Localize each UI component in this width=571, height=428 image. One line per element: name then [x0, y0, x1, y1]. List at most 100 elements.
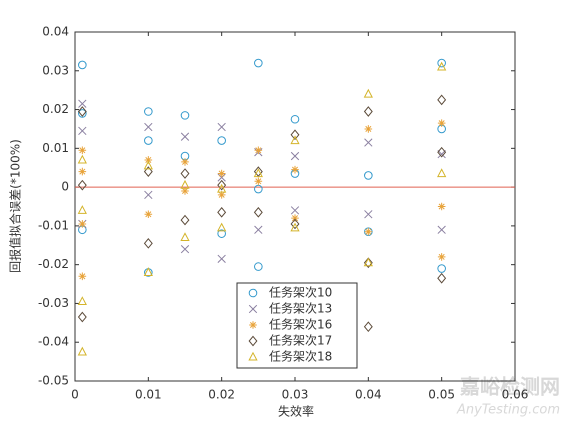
- scatter-point: [78, 146, 87, 155]
- scatter-point: [181, 187, 189, 195]
- scatter-point: [254, 146, 263, 155]
- legend-marker: [248, 304, 258, 314]
- scatter-point: [291, 165, 299, 174]
- legend-label: 任务架次13: [269, 301, 332, 316]
- scatter-point: [78, 126, 87, 136]
- scatter-point: [77, 179, 87, 191]
- scatter-point: [437, 253, 446, 261]
- y-tick-label: 0.01: [42, 141, 69, 155]
- legend-marker: [249, 321, 257, 329]
- scatter-point: [437, 272, 447, 284]
- scatter-point: [180, 179, 190, 189]
- scatter-point: [217, 191, 226, 199]
- scatter-point: [364, 125, 373, 133]
- scatter-point: [290, 222, 300, 232]
- x-tick-label: 0.02: [208, 388, 235, 402]
- scatter-point: [217, 183, 227, 193]
- scatter-point: [254, 184, 263, 194]
- y-tick-label: 0.04: [42, 25, 69, 39]
- scatter-point: [77, 106, 87, 117]
- watermark: AnyTesting.com: [456, 403, 560, 418]
- y-tick-label: 0.03: [42, 63, 69, 77]
- legend-marker: [248, 351, 258, 361]
- scatter-point: [78, 220, 87, 228]
- scatter-point: [437, 225, 446, 234]
- scatter-point: [78, 60, 87, 70]
- scatter-point: [291, 214, 299, 222]
- scatter-point: [217, 179, 227, 191]
- scatter-point: [78, 272, 87, 281]
- scatter-point: [143, 166, 153, 177]
- scatter-point: [217, 206, 227, 218]
- scatter-point: [290, 169, 300, 178]
- scatter-point: [77, 154, 87, 164]
- watermark: 嘉峪检测网: [459, 375, 560, 399]
- scatter-point: [180, 132, 190, 141]
- scatter-point: [363, 88, 373, 98]
- scatter-point: [290, 129, 300, 141]
- scatter-point: [437, 202, 446, 211]
- scatter-point: [144, 190, 153, 200]
- scatter-point: [143, 267, 153, 276]
- scatter-point: [253, 206, 263, 218]
- scatter-point: [254, 58, 263, 68]
- scatter-point: [144, 210, 153, 219]
- scatter-point: [180, 245, 190, 254]
- scatter-point: [363, 106, 373, 117]
- scatter-point: [77, 346, 87, 356]
- y-tick-label: 0.02: [42, 102, 69, 116]
- legend-label: 任务架次18: [269, 349, 332, 364]
- x-tick-label: 0.01: [135, 388, 162, 402]
- scatter-point: [290, 114, 300, 124]
- scatter-point: [78, 99, 87, 108]
- scatter-point: [77, 311, 87, 323]
- scatter-point: [78, 109, 87, 118]
- x-tick-label: 0: [71, 388, 79, 402]
- y-tick-label: -0.05: [38, 374, 69, 388]
- scatter-point: [217, 169, 226, 178]
- y-tick-label: -0.02: [38, 257, 69, 271]
- scatter-point: [143, 237, 153, 249]
- scatter-point: [437, 264, 446, 273]
- scatter-point: [143, 160, 153, 170]
- scatter-point: [144, 107, 153, 116]
- scatter-point: [290, 151, 300, 161]
- y-tick-label: 0: [61, 180, 69, 194]
- scatter-point: [254, 177, 263, 186]
- scatter-point: [180, 214, 190, 226]
- scatter-point: [254, 262, 263, 271]
- scatter-point: [254, 225, 263, 234]
- scatter-point: [144, 122, 153, 132]
- scatter-point: [217, 122, 226, 132]
- scatter-point: [437, 94, 447, 106]
- scatter-point: [217, 173, 226, 182]
- scatter-point: [363, 321, 373, 333]
- scatter-point: [180, 232, 190, 242]
- scatter-point: [437, 168, 447, 178]
- y-tick-label: -0.03: [38, 296, 69, 310]
- scatter-point: [363, 257, 373, 269]
- scatter-point: [364, 171, 373, 180]
- x-tick-label: 0.05: [428, 388, 455, 402]
- scatter-point: [180, 168, 190, 179]
- scatter-point: [290, 135, 300, 145]
- scatter-point: [77, 205, 87, 214]
- scatter-point: [217, 222, 227, 232]
- legend-label: 任务架次17: [269, 333, 332, 348]
- scatter-point: [437, 119, 446, 127]
- scatter-point: [364, 138, 373, 147]
- scatter-point: [181, 158, 189, 166]
- x-tick-label: 0.06: [502, 388, 529, 402]
- scatter-point: [290, 206, 300, 215]
- y-axis-label: 回报值拟合误差(*100%): [8, 139, 23, 273]
- scatter-point: [78, 167, 87, 176]
- scatter-point: [437, 61, 447, 71]
- legend-label: 任务架次10: [269, 285, 332, 300]
- scatter-point: [290, 218, 300, 230]
- x-tick-label: 0.03: [282, 388, 309, 402]
- scatter-point: [217, 136, 226, 145]
- scatter-point: [364, 227, 373, 236]
- scatter-point: [217, 254, 226, 264]
- x-tick-label: 0.04: [355, 388, 382, 402]
